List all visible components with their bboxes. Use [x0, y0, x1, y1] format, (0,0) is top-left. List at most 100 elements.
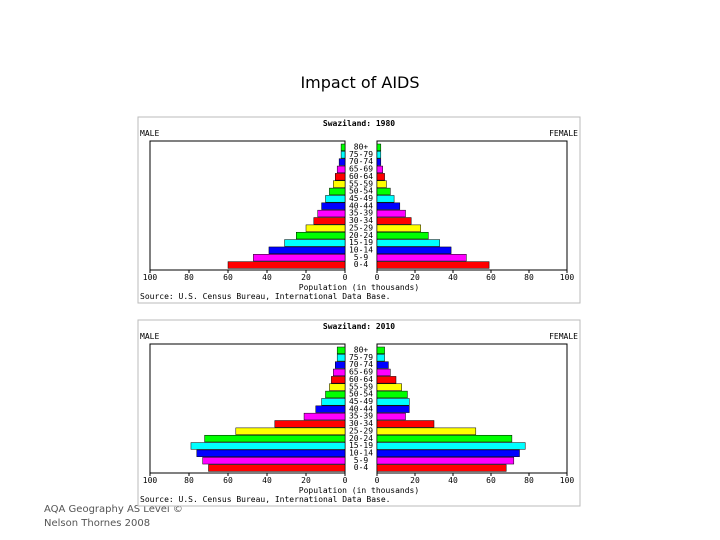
x-tick-label: 0: [343, 476, 348, 485]
x-tick-label: 60: [486, 273, 496, 282]
source: Source: U.S. Census Bureau, Internationa…: [140, 292, 390, 301]
x-tick-label: 80: [524, 476, 534, 485]
legend-label: FEMALE: [549, 129, 578, 138]
slide-title: Impact of AIDS: [300, 73, 419, 92]
bar: [376, 209, 406, 218]
age-label: 5-9: [354, 456, 369, 465]
age-label: 40-44: [349, 404, 373, 413]
age-label: 65-69: [349, 368, 373, 377]
age-label: 25-29: [349, 223, 373, 232]
bar: [376, 165, 383, 174]
x-tick-label: 20: [301, 273, 311, 282]
bar: [376, 202, 401, 210]
bar: [268, 246, 346, 254]
bar: [376, 368, 391, 377]
footer: AQA Geography AS Level ©: [44, 504, 183, 515]
bar: [333, 180, 346, 188]
age-label: 50-54: [349, 187, 373, 196]
x-axis-label: Population (in thousands): [299, 283, 419, 292]
bar: [190, 442, 346, 450]
x-tick-label: 40: [448, 273, 458, 282]
bar: [376, 231, 429, 240]
bar: [376, 180, 387, 188]
bar: [376, 224, 421, 232]
age-label: 10-14: [349, 448, 373, 457]
bar: [376, 173, 385, 181]
x-tick-label: 0: [375, 273, 380, 282]
x-tick-label: 40: [262, 273, 272, 282]
bar: [376, 158, 382, 166]
bar: [376, 376, 397, 384]
bar: [376, 195, 395, 203]
bar: [317, 209, 346, 218]
bar: [376, 442, 526, 450]
x-axis-label: Population (in thousands): [299, 486, 419, 495]
x-tick-label: 100: [560, 273, 575, 282]
bar: [227, 261, 346, 269]
bar: [376, 464, 507, 472]
bar: [284, 239, 346, 247]
x-tick-label: 100: [143, 476, 158, 485]
bar: [340, 143, 346, 152]
bar: [313, 217, 346, 225]
x-tick-label: 20: [410, 476, 420, 485]
bar: [340, 151, 346, 159]
bar: [196, 449, 346, 457]
bar: [376, 239, 440, 247]
x-tick-label: 40: [448, 476, 458, 485]
age-label: 55-59: [349, 179, 373, 188]
age-label: 80+: [354, 143, 369, 152]
age-label: 0-4: [354, 260, 369, 269]
bar: [274, 420, 346, 428]
age-label: 70-74: [349, 360, 373, 369]
bar: [325, 390, 346, 399]
bar: [376, 420, 435, 428]
x-tick-label: 0: [343, 273, 348, 282]
bar: [376, 254, 467, 262]
panel: [137, 319, 581, 507]
legend-label: MALE: [140, 332, 159, 341]
x-tick-label: 60: [486, 476, 496, 485]
x-tick-label: 20: [410, 273, 420, 282]
chart-title: Swaziland: 1980: [323, 118, 395, 128]
bar: [376, 383, 402, 391]
age-label: 60-64: [349, 375, 373, 384]
bar: [202, 457, 346, 465]
age-label: 15-19: [349, 441, 373, 450]
bar: [321, 398, 346, 406]
bar: [376, 398, 410, 406]
bar: [376, 405, 410, 413]
age-label: 20-24: [349, 434, 373, 443]
bar: [376, 143, 382, 152]
age-label: 75-79: [349, 353, 373, 362]
age-label: 45-49: [349, 194, 373, 203]
bar: [329, 383, 346, 391]
age-label: 15-19: [349, 238, 373, 247]
x-tick-label: 80: [184, 476, 194, 485]
bar: [336, 165, 346, 174]
bar: [376, 246, 452, 254]
age-label: 50-54: [349, 390, 373, 399]
bar: [376, 449, 520, 457]
age-label: 65-69: [349, 165, 373, 174]
age-label: 40-44: [349, 201, 373, 210]
x-tick-label: 60: [223, 476, 233, 485]
bar: [303, 412, 346, 421]
bar: [335, 361, 346, 369]
bar: [325, 195, 346, 203]
legend-label: MALE: [140, 129, 159, 138]
bar: [253, 254, 346, 262]
footer: Nelson Thornes 2008: [44, 518, 150, 529]
bar: [376, 346, 385, 355]
bar: [376, 412, 406, 421]
bar: [333, 368, 346, 377]
age-label: 55-59: [349, 382, 373, 391]
bar: [376, 187, 391, 196]
panel: [137, 116, 581, 304]
bar: [376, 434, 513, 443]
x-tick-label: 40: [262, 476, 272, 485]
x-tick-label: 80: [524, 273, 534, 282]
x-tick-label: 20: [301, 476, 311, 485]
bar: [376, 457, 515, 465]
